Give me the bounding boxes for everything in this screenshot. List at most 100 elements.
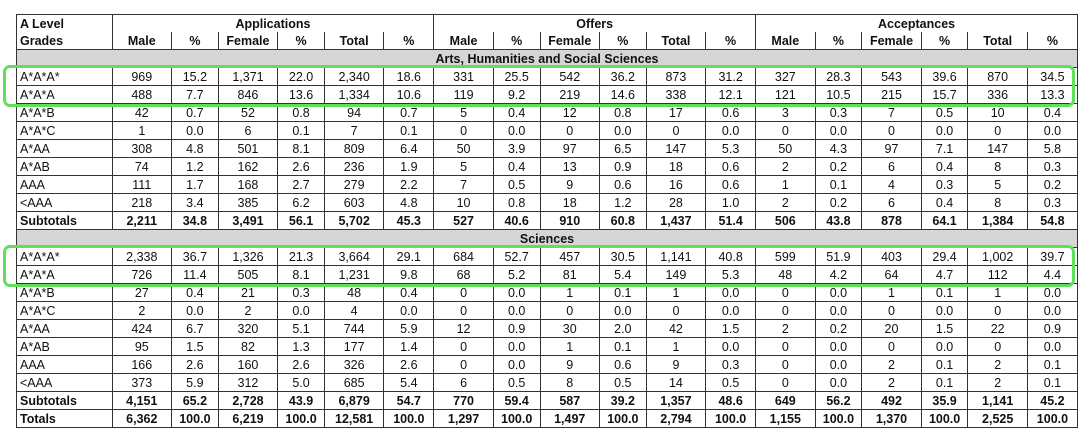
table-row: A*AB 74 1.2 162 2.6 236 1.9 5 0.4 13 0.9 18 0.6 2 0.2 6… [16,157,1079,176]
grade-cell: A*A*B [16,283,113,302]
value-cell: 0.0 [492,355,541,374]
value-cell: 0.8 [492,193,541,212]
value-cell: 6,879 [323,391,385,410]
value-cell: 7 [433,175,494,194]
value-cell: 1 [111,121,173,140]
value-cell: 2.0 [598,319,647,338]
table-row: <AAA 373 5.9 312 5.0 685 5.4 6 0.5 8 0.5 14 0.5 0 0.0 2… [16,373,1079,392]
value-cell: 97 [539,139,600,158]
value-cell: 3 [755,103,816,122]
column-header: Female [217,32,279,50]
value-cell: 162 [217,157,279,176]
value-cell: 13 [539,157,600,176]
value-cell: 0 [645,121,707,140]
value-cell: 0.0 [1026,301,1079,320]
value-cell: 51.9 [814,247,863,266]
value-cell: 100.0 [492,409,541,428]
value-cell: 2.6 [171,355,219,374]
value-cell: 3.4 [171,193,219,212]
value-cell: 5.9 [383,319,435,338]
value-cell: 5 [433,103,494,122]
value-cell: 870 [967,67,1028,86]
value-cell: 0.0 [814,283,863,302]
value-cell: 0.5 [598,373,647,392]
value-cell: 21.3 [277,247,325,266]
value-cell: 100.0 [598,409,647,428]
value-cell: 0.0 [492,121,541,140]
value-cell: 2,794 [645,409,707,428]
value-cell: 0.6 [705,103,757,122]
value-cell: 0.3 [814,103,863,122]
value-cell: 0 [755,301,816,320]
value-cell: 0.1 [277,121,325,140]
value-cell: 6,362 [111,409,173,428]
value-cell: 52 [217,103,279,122]
value-cell: 82 [217,337,279,356]
table-row: A*A*A* 2,338 36.7 1,326 21.3 3,664 29.1 684 52.7… [16,247,1079,266]
value-cell: 40.6 [492,211,541,230]
value-cell: 0.0 [277,301,325,320]
value-cell: 0.0 [171,121,219,140]
value-cell: 0.0 [705,337,757,356]
grade-cell: A*A*C [16,301,113,320]
value-cell: 0.4 [920,157,969,176]
value-cell: 100.0 [171,409,219,428]
value-cell: 0.7 [383,103,435,122]
value-cell: 0.2 [814,319,863,338]
grade-cell: A*A*B [16,103,113,122]
value-cell: 2 [755,319,816,338]
value-cell: 457 [539,247,600,266]
value-cell: 0.3 [920,175,969,194]
grade-cell: Subtotals [16,211,113,230]
value-cell: 1.4 [383,337,435,356]
value-cell: 0.1 [383,121,435,140]
table-row: AAA 111 1.7 168 2.7 279 2.2 7 0.5 9 0.6 16 0.6 1 0.1 4 0… [16,175,1079,194]
column-header: % [705,32,757,50]
value-cell: 0.8 [598,103,647,122]
value-cell: 147 [645,139,707,158]
value-cell: 0.8 [277,103,325,122]
value-cell: 0.6 [705,175,757,194]
value-cell: 50 [433,139,494,158]
value-cell: 2,728 [217,391,279,410]
value-cell: 94 [323,103,385,122]
value-cell: 0.0 [920,301,969,320]
value-cell: 2 [967,355,1028,374]
value-cell: 39.6 [920,67,969,86]
value-cell: 2.6 [277,157,325,176]
value-cell: 5.4 [598,265,647,284]
value-cell: 13.6 [277,85,325,104]
value-cell: 6 [217,121,279,140]
value-cell: 1,155 [755,409,816,428]
value-cell: 3,664 [323,247,385,266]
value-cell: 112 [967,265,1028,284]
value-cell: 2 [861,355,922,374]
value-cell: 20 [861,319,922,338]
table-row: A*A*A 726 11.4 505 8.1 1,231 9.8 68 5.2 81 5.4 149 5… [16,265,1079,284]
value-cell: 0.0 [814,373,863,392]
value-cell: 3.9 [492,139,541,158]
value-cell: 0.1 [598,337,647,356]
value-cell: 2 [755,157,816,176]
value-cell: 42 [645,319,707,338]
value-cell: 0.1 [598,283,647,302]
value-cell: 9.2 [492,85,541,104]
grade-cell: A*A*C [16,121,113,140]
value-cell: 5.4 [383,373,435,392]
value-cell: 308 [111,139,173,158]
header-row-columns: Grades Male% Female% Total% Male% Female% Tot… [16,32,1079,50]
group-header-applications: Applications [111,14,435,32]
value-cell: 0.3 [705,355,757,374]
value-cell: 111 [111,175,173,194]
value-cell: 1,497 [539,409,600,428]
value-cell: 7 [323,121,385,140]
value-cell: 4 [323,301,385,320]
value-cell: 236 [323,157,385,176]
value-cell: 2 [861,373,922,392]
value-cell: 0 [433,337,494,356]
value-cell: 219 [539,85,600,104]
value-cell: 910 [539,211,600,230]
value-cell: 0 [433,301,494,320]
value-cell: 12.1 [705,85,757,104]
value-cell: 36.7 [171,247,219,266]
